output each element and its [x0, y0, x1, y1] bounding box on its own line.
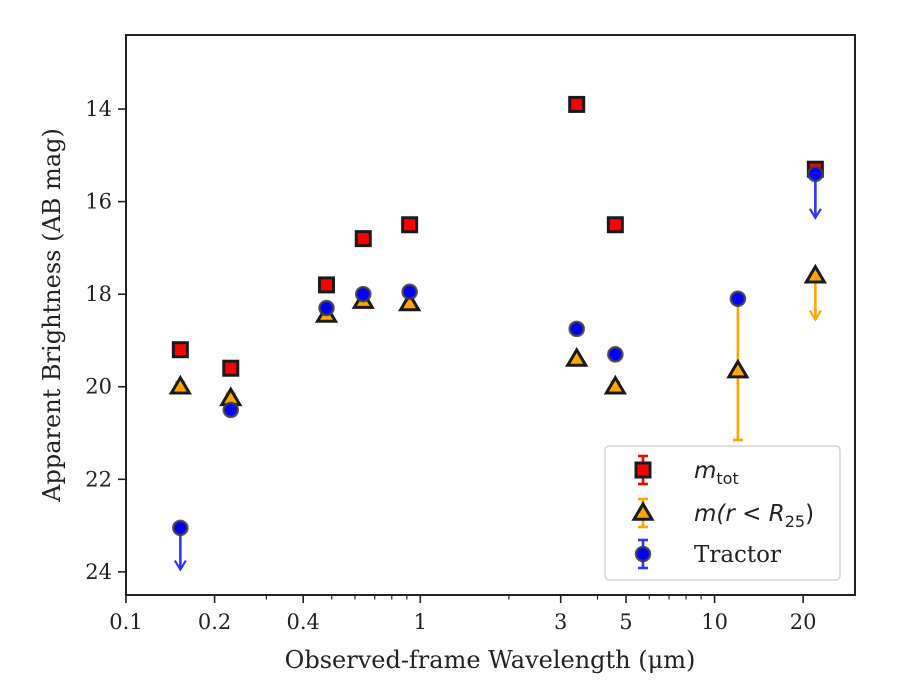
circle-point [354, 285, 372, 303]
upper-limit-arrowhead [808, 310, 822, 322]
circle-point [172, 519, 189, 537]
square-point [317, 276, 335, 294]
x-tick-label: 0.1 [109, 610, 142, 634]
x-tick-label: 20 [790, 610, 817, 634]
series-square [171, 95, 824, 377]
circle-point [401, 283, 418, 301]
y-axis: 14 16 18 20 22 24 [85, 97, 126, 584]
x-tick-label: 3 [554, 610, 567, 634]
x-axis-label: Observed-frame Wavelength (μm) [285, 646, 696, 674]
x-axis: 0.1 0.2 0.4 1 3 5 10 20 [109, 595, 817, 634]
data-marks [168, 95, 827, 572]
square-point [401, 216, 419, 234]
legend-label: m(r < R25) [694, 501, 814, 531]
series-circle [172, 165, 824, 572]
circle-point [318, 299, 335, 317]
circle-point [729, 290, 747, 308]
upper-limit-arrowhead [173, 559, 187, 572]
legend-box [604, 445, 841, 581]
triangle-point [168, 374, 192, 395]
x-tick-label: 10 [701, 610, 728, 634]
triangle-point [398, 291, 422, 312]
circle-point [607, 346, 624, 363]
circle-point [807, 165, 824, 183]
circle-point [222, 401, 240, 419]
square-point [354, 230, 372, 248]
legend-square-marker [634, 461, 652, 479]
legend-label: Tractor [694, 542, 781, 568]
legend-circle-marker [634, 545, 652, 563]
triangle-point [603, 374, 627, 395]
square-point [171, 341, 189, 359]
legend-label: mtot [694, 458, 739, 488]
square-point [568, 95, 586, 113]
y-tick-label: 20 [85, 375, 112, 399]
upper-limit-arrowhead [808, 208, 822, 220]
square-point [222, 359, 240, 377]
plot-frame [125, 34, 856, 596]
y-tick-label: 14 [85, 97, 112, 121]
triangle-point [726, 358, 750, 379]
y-tick-label: 24 [85, 560, 112, 584]
legend-triangle-marker [631, 501, 655, 521]
x-tick-label: 5 [619, 610, 632, 634]
legend: mtot m(r < R25) Tractor [604, 445, 841, 581]
circle-point [568, 320, 586, 338]
y-axis-label: Apparent Brightness (AB mag) [38, 128, 66, 503]
triangle-point [565, 347, 589, 367]
y-tick-label: 16 [85, 190, 112, 214]
series-triangle [168, 263, 827, 442]
x-tick-label: 0.2 [198, 610, 231, 634]
y-tick-label: 18 [85, 282, 112, 306]
x-tick-label: 1 [414, 610, 427, 634]
triangle-point [803, 263, 827, 284]
square-point [606, 216, 624, 234]
y-tick-label: 22 [85, 467, 112, 491]
x-tick-label: 0.4 [286, 610, 319, 634]
